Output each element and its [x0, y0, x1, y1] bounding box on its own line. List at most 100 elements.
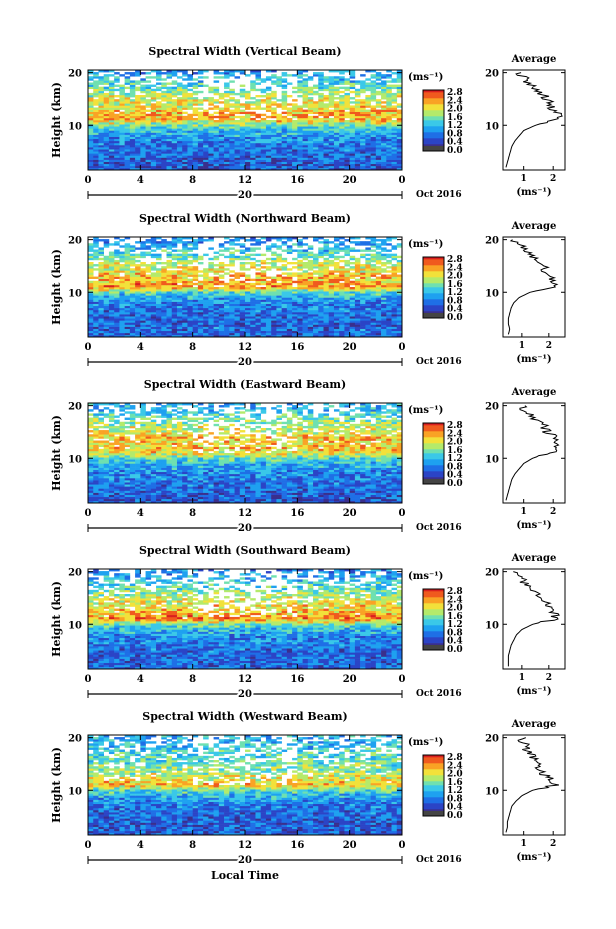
- heatmap-cell: [318, 117, 324, 121]
- heatmap-cell: [103, 147, 110, 150]
- heatmap-cell: [297, 255, 303, 259]
- heatmap-cell: [250, 140, 256, 144]
- heatmap-cell: [286, 149, 293, 152]
- heatmap-cell: [114, 159, 120, 162]
- heatmap-cell: [192, 99, 199, 102]
- heatmap-cell: [292, 90, 298, 94]
- heatmap-cell: [171, 115, 178, 119]
- heatmap-cell: [375, 90, 382, 94]
- heatmap-cell: [265, 334, 272, 338]
- x-tick-label: 4: [137, 175, 144, 186]
- heatmap-cell: [344, 312, 350, 315]
- heatmap-cell: [88, 289, 94, 292]
- heatmap-cell: [187, 314, 193, 317]
- heatmap-cell: [176, 142, 183, 146]
- heatmap-cell: [276, 151, 282, 154]
- heatmap-cell: [124, 147, 131, 150]
- heatmap-cell: [218, 324, 225, 327]
- heatmap-cell: [245, 122, 251, 125]
- heatmap-cell: [281, 278, 288, 282]
- heatmap-cell: [239, 90, 246, 94]
- heatmap-cell: [156, 103, 162, 106]
- heatmap-cell: [370, 270, 377, 273]
- heatmap-cell: [250, 136, 256, 140]
- heatmap-cell: [239, 155, 246, 158]
- heatmap-cell: [344, 276, 350, 279]
- heatmap-cell: [145, 165, 152, 169]
- heatmap-cell: [114, 78, 120, 81]
- heatmap-cell: [98, 268, 104, 271]
- heatmap-cell: [229, 153, 235, 156]
- heatmap-cell: [161, 130, 167, 133]
- heatmap-cell: [182, 136, 188, 140]
- heatmap-cell: [108, 126, 115, 129]
- heatmap-cell: [391, 120, 398, 123]
- heatmap-cell: [108, 97, 115, 100]
- heatmap-cell: [161, 159, 167, 162]
- heatmap-cell: [344, 278, 350, 282]
- heatmap-cell: [161, 299, 167, 302]
- heatmap-cell: [276, 130, 282, 133]
- heatmap-cell: [93, 299, 99, 302]
- heatmap-cell: [260, 142, 267, 146]
- heatmap-cell: [292, 320, 298, 323]
- heatmap-cell: [129, 86, 136, 90]
- heatmap-cell: [176, 163, 183, 167]
- heatmap-cell: [396, 103, 403, 106]
- heatmap-cell: [307, 293, 314, 296]
- heatmap-cell: [171, 107, 178, 110]
- heatmap-cell: [140, 328, 146, 332]
- heatmap-cell: [386, 262, 392, 265]
- heatmap-cell: [271, 120, 277, 123]
- heatmap-cell: [161, 84, 167, 87]
- heatmap-cell: [135, 134, 141, 137]
- heatmap-cell: [375, 324, 382, 327]
- heatmap-cell: [375, 243, 382, 246]
- heatmap-cell: [302, 326, 309, 329]
- heatmap-cell: [302, 147, 309, 150]
- heatmap-cell: [218, 165, 225, 169]
- heatmap-cell: [156, 149, 162, 152]
- heatmap-cell: [265, 76, 272, 79]
- heatmap-cell: [245, 101, 251, 104]
- heatmap-cell: [354, 266, 361, 269]
- heatmap-cell: [313, 328, 319, 332]
- heatmap-cell: [187, 107, 193, 110]
- heatmap-cell: [386, 309, 392, 313]
- heatmap-cell: [88, 76, 94, 79]
- heatmap-cell: [292, 316, 298, 319]
- heatmap-cell: [124, 149, 131, 152]
- heatmap-cell: [135, 305, 141, 309]
- heatmap-cell: [182, 305, 188, 309]
- heatmap-cell: [203, 130, 209, 133]
- heatmap-cell: [129, 264, 136, 267]
- heatmap-cell: [88, 295, 94, 298]
- heatmap-cell: [197, 309, 204, 313]
- heatmap-cell: [197, 318, 204, 321]
- heatmap-cell: [88, 111, 94, 115]
- heatmap-cell: [234, 149, 241, 152]
- heatmap-cell: [271, 287, 277, 290]
- heatmap-cell: [239, 140, 246, 144]
- heatmap-cell: [391, 132, 398, 135]
- heatmap-cell: [234, 142, 241, 146]
- heatmap-cell: [93, 249, 99, 252]
- heatmap-cell: [370, 245, 377, 248]
- heatmap-cell: [140, 145, 146, 148]
- heatmap-cell: [239, 326, 246, 329]
- heatmap-cell: [161, 149, 167, 152]
- heatmap-cell: [124, 101, 131, 104]
- heatmap-cell: [339, 299, 345, 302]
- heatmap-cell: [129, 326, 136, 329]
- colorbar-tick-label: 0.4: [447, 138, 463, 148]
- heatmap-cell: [360, 105, 366, 108]
- heatmap-cell: [365, 145, 371, 148]
- heatmap-cell: [313, 237, 319, 240]
- heatmap-cell: [156, 113, 162, 117]
- heatmap-cell: [302, 142, 309, 146]
- heatmap-cell: [286, 282, 293, 286]
- heatmap-cell: [203, 157, 209, 160]
- heatmap-cell: [145, 309, 152, 313]
- heatmap-cell: [213, 76, 220, 79]
